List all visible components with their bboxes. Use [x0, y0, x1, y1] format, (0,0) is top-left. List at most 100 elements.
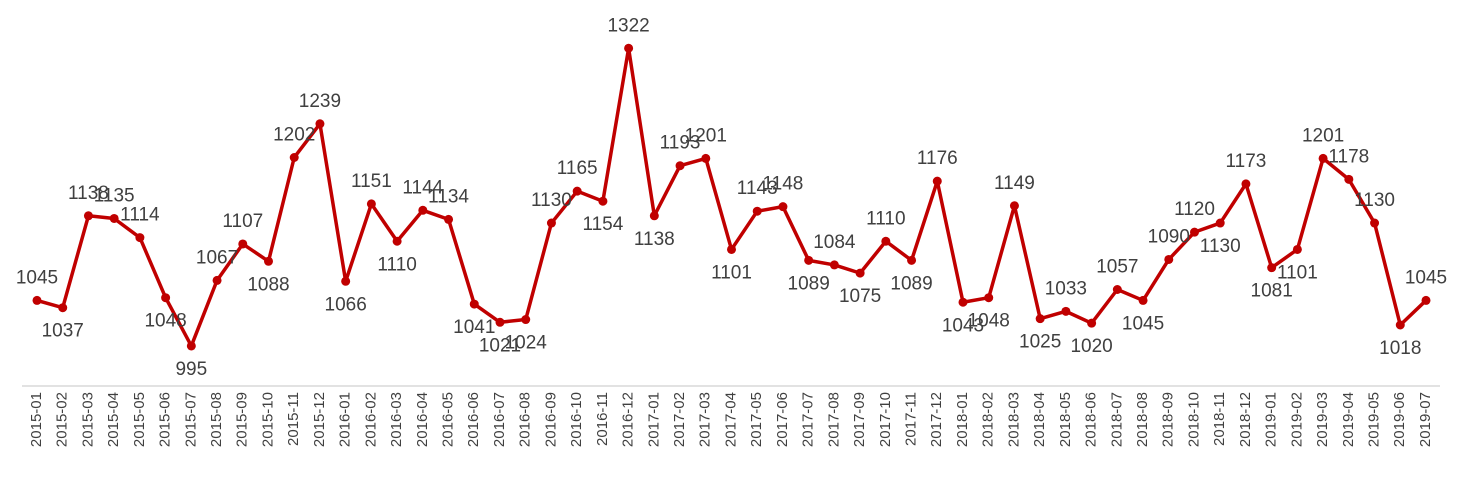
- data-point: [444, 214, 454, 224]
- data-point: [238, 239, 248, 249]
- data-label: 1130: [1354, 190, 1395, 211]
- data-point: [1344, 174, 1354, 184]
- data-label: 1089: [890, 273, 932, 294]
- data-label: 1101: [711, 262, 752, 283]
- x-tick-label: 2015-05: [131, 392, 148, 447]
- x-tick-label: 2018-06: [1083, 392, 1100, 447]
- data-point: [1009, 201, 1019, 211]
- x-tick-label: 2018-08: [1134, 392, 1151, 447]
- data-point: [1421, 295, 1431, 305]
- data-point: [1087, 318, 1097, 328]
- data-label: 1084: [813, 232, 856, 253]
- x-tick-label: 2019-05: [1366, 392, 1383, 447]
- x-tick-label: 2016-06: [465, 392, 482, 447]
- x-tick-label: 2018-09: [1160, 392, 1177, 447]
- x-tick-label: 2016-04: [414, 392, 431, 447]
- data-point: [1241, 179, 1251, 189]
- data-point: [341, 276, 351, 286]
- data-point: [752, 206, 762, 216]
- data-label: 1144: [402, 177, 443, 198]
- data-point: [907, 255, 917, 265]
- x-tick-label: 2016-05: [440, 392, 457, 447]
- data-point: [392, 236, 402, 246]
- data-point: [727, 244, 736, 254]
- x-tick-label: 2016-02: [362, 392, 379, 447]
- x-tick-label: 2016-01: [337, 392, 354, 447]
- data-point: [1292, 244, 1302, 254]
- data-point: [521, 315, 531, 325]
- x-tick-label: 2018-07: [1108, 392, 1125, 447]
- data-label: 1165: [557, 158, 598, 179]
- data-point: [186, 341, 196, 351]
- data-point: [546, 218, 556, 228]
- x-tick-label: 2018-01: [954, 392, 971, 447]
- x-tick-label: 2017-04: [722, 392, 739, 447]
- data-point: [881, 236, 891, 246]
- data-label: 1020: [1070, 336, 1112, 357]
- data-point: [366, 199, 376, 209]
- x-tick-label: 2017-02: [671, 392, 688, 447]
- data-label: 1101: [1277, 262, 1318, 283]
- data-point: [135, 233, 145, 243]
- data-point: [32, 295, 42, 305]
- data-label: 1043: [942, 315, 984, 336]
- data-label: 1075: [839, 286, 881, 307]
- x-tick-label: 2017-01: [645, 392, 662, 447]
- data-point: [624, 43, 634, 53]
- data-point: [649, 211, 659, 221]
- data-point: [58, 303, 68, 313]
- x-tick-label: 2015-09: [234, 392, 251, 447]
- data-label: 1110: [377, 254, 416, 275]
- data-label: 1045: [16, 267, 58, 288]
- x-tick-label: 2017-03: [697, 392, 714, 447]
- x-tick-label: 2017-09: [851, 392, 868, 447]
- data-label: 1135: [94, 186, 135, 207]
- x-tick-label: 2017-06: [774, 392, 791, 447]
- x-tick-label: 2017-07: [800, 392, 817, 447]
- data-label: 1066: [325, 294, 367, 315]
- data-point: [1267, 263, 1277, 273]
- data-label: 1176: [917, 148, 958, 169]
- data-label: 1045: [1122, 313, 1164, 334]
- x-tick-label: 2019-02: [1288, 392, 1305, 447]
- data-label: 1149: [994, 173, 1035, 194]
- x-tick-label: 2017-11: [903, 392, 920, 446]
- data-label: 1151: [351, 171, 392, 192]
- data-point: [1318, 153, 1328, 163]
- data-point: [675, 161, 685, 171]
- data-point: [1061, 306, 1071, 316]
- data-point: [855, 268, 865, 278]
- x-tick-label: 2018-05: [1057, 392, 1074, 447]
- data-point: [598, 196, 608, 206]
- x-tick-label: 2015-03: [79, 392, 96, 447]
- data-label: 1067: [196, 247, 238, 268]
- data-label: 1239: [299, 91, 341, 112]
- data-label: 1120: [1174, 199, 1215, 220]
- data-label: 1045: [1405, 267, 1447, 288]
- x-tick-label: 2017-10: [877, 392, 894, 447]
- x-tick-label: 2018-11: [1211, 392, 1228, 446]
- data-point: [109, 213, 119, 223]
- x-tick-label: 2016-11: [594, 392, 611, 446]
- data-label: 1088: [247, 274, 289, 295]
- data-label: 1048: [144, 311, 186, 332]
- data-label: 1024: [505, 333, 548, 354]
- data-point: [289, 152, 299, 162]
- data-label: 1154: [582, 214, 623, 235]
- data-label: 1148: [763, 174, 804, 195]
- data-point: [1395, 320, 1405, 330]
- data-point: [1035, 314, 1045, 324]
- data-label: 1018: [1379, 338, 1421, 359]
- data-label: 1173: [1226, 151, 1267, 172]
- data-point: [495, 317, 505, 327]
- data-point: [984, 293, 994, 303]
- x-tick-label: 2016-10: [568, 392, 585, 447]
- data-label: 1021: [479, 335, 521, 356]
- data-label: 1138: [68, 183, 109, 204]
- data-point: [1370, 218, 1380, 228]
- data-point: [212, 275, 222, 285]
- data-label: 1130: [531, 190, 572, 211]
- x-tick-label: 2019-07: [1417, 392, 1434, 447]
- data-label: 1114: [120, 205, 160, 226]
